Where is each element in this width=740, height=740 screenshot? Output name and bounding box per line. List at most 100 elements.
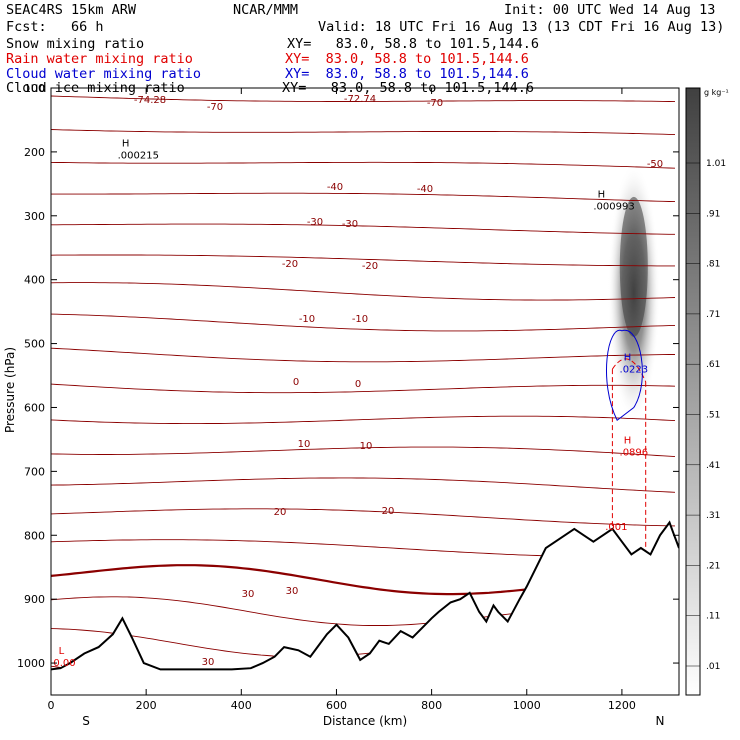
x-tick-label: 800 — [421, 699, 442, 712]
x-end-label-north: N — [656, 714, 665, 728]
isotherm — [51, 161, 676, 169]
cloud-ice-core — [619, 196, 648, 337]
valid-time: Valid: 18 UTC Fri 16 Aug 13 (13 CDT Fri … — [318, 19, 725, 35]
isotherm — [51, 192, 676, 203]
isotherm-label: 30 — [286, 586, 299, 597]
isotherm — [51, 508, 676, 527]
field-label-rain: Rain water mixing ratio — [6, 51, 193, 67]
isotherm — [51, 254, 675, 267]
isotherm-label: 20 — [382, 506, 395, 517]
isotherm-label: 20 — [274, 507, 287, 518]
extremum-value: .000215 — [118, 150, 159, 161]
isotherm-label: -74.28 — [134, 95, 166, 106]
isotherm-label: -30 — [307, 217, 323, 228]
institution: NCAR/MMM — [233, 2, 299, 18]
extremum-marker: H — [598, 189, 606, 200]
isotherm — [51, 282, 676, 301]
isotherm-label: -20 — [282, 259, 298, 270]
y-tick-label: 600 — [24, 401, 45, 414]
cloud-water-contour — [606, 330, 643, 422]
y-tick-label: 1000 — [17, 657, 45, 670]
isotherm-label: -40 — [417, 184, 433, 195]
colorbar-label: .11 — [706, 612, 720, 622]
isotherm-label: -40 — [327, 182, 343, 193]
terrain-fill — [51, 522, 679, 695]
colorbar-label: .91 — [706, 209, 720, 219]
model-title: SEAC4RS 15km ARW — [6, 2, 137, 18]
colorbar-label: .31 — [706, 511, 720, 521]
colorbar-label: .61 — [706, 360, 720, 370]
plot-frame — [50, 87, 680, 696]
isotherm — [51, 223, 675, 235]
y-tick-label: 700 — [24, 465, 45, 478]
colorbar-label: .81 — [706, 260, 720, 270]
isotherm-label: -30 — [342, 219, 358, 230]
isotherm-label: 10 — [360, 441, 373, 452]
y-axis-label: Pressure (hPa) — [3, 347, 17, 433]
x-tick-label: 0 — [48, 699, 55, 712]
field-label-cloud-water: Cloud water mixing ratio — [6, 66, 202, 82]
y-tick-label: 100 — [24, 82, 45, 95]
y-tick-label: 900 — [24, 593, 45, 606]
colorbar-unit: g kg⁻¹ — [704, 88, 729, 97]
isotherm — [51, 415, 676, 425]
isotherm-label: 0 — [293, 377, 299, 388]
isotherm — [51, 95, 676, 103]
isotherm — [51, 477, 676, 493]
isotherm-label: -50 — [647, 159, 663, 170]
x-tick-label: 600 — [326, 699, 347, 712]
x-tick-label: 1000 — [513, 699, 541, 712]
colorbar-label: .21 — [706, 561, 720, 571]
field-label-snow: Snow mixing ratio — [6, 36, 145, 52]
isotherm-label: 30 — [242, 589, 255, 600]
colorbar-label: 1.01 — [706, 159, 726, 169]
field-xy-snow: XY= 83.0, 58.8 to 101.5,144.6 — [287, 36, 539, 52]
isotherm-label: -72.74 — [344, 94, 376, 105]
isotherm-label: -10 — [299, 314, 315, 325]
extremum-value: .001 — [605, 522, 627, 533]
colorbar — [685, 87, 701, 696]
extremum-marker: H — [122, 138, 130, 149]
y-tick-label: 800 — [24, 529, 45, 542]
extremum-value: .0223 — [620, 364, 649, 375]
field-xy-rain: XY= 83.0, 58.8 to 101.5,144.6 — [285, 51, 529, 67]
x-axis-label: Distance (km) — [323, 714, 407, 728]
y-tick-label: 200 — [24, 146, 45, 159]
isotherm-label: -70 — [207, 102, 223, 113]
extremum-value: .0896 — [620, 447, 649, 458]
isotherm-label: 30 — [202, 657, 215, 668]
isotherm-label: -20 — [362, 261, 378, 272]
terrain-line — [51, 520, 679, 671]
isotherm — [51, 446, 676, 458]
colorbar-label: .71 — [706, 310, 720, 320]
x-tick-label: 400 — [231, 699, 252, 712]
init-time: Init: 00 UTC Wed 14 Aug 13 — [504, 2, 716, 18]
isotherm-label: 0 — [355, 379, 361, 390]
rain-water-contour — [611, 358, 647, 555]
y-tick-label: 400 — [24, 274, 45, 287]
x-tick-label: 1200 — [608, 699, 636, 712]
isotherm-label: 10 — [298, 439, 311, 450]
isotherm — [51, 729, 675, 740]
colorbar-label: .41 — [706, 461, 720, 471]
isotherm — [51, 129, 676, 136]
y-tick-label: 300 — [24, 210, 45, 223]
forecast-hour: Fcst: 66 h — [6, 19, 104, 35]
colorbar-label: .01 — [706, 662, 720, 672]
extremum-marker: L — [59, 646, 65, 657]
x-tick-label: 200 — [136, 699, 157, 712]
extremum-marker: H — [624, 352, 632, 363]
isotherm — [51, 313, 676, 332]
field-xy-cloud-water: XY= 83.0, 58.8 to 101.5,144.6 — [285, 66, 529, 82]
colorbar-label: .51 — [706, 411, 720, 421]
extremum-value: 0.00 — [53, 658, 75, 669]
isotherm-label: -10 — [352, 314, 368, 325]
isotherm — [51, 383, 676, 394]
isotherm — [51, 347, 675, 363]
x-end-label-south: S — [82, 714, 90, 728]
extremum-value: .000993 — [593, 201, 634, 212]
y-tick-label: 500 — [24, 338, 45, 351]
extremum-marker: H — [624, 435, 632, 446]
isotherm-label: -70 — [427, 98, 443, 109]
